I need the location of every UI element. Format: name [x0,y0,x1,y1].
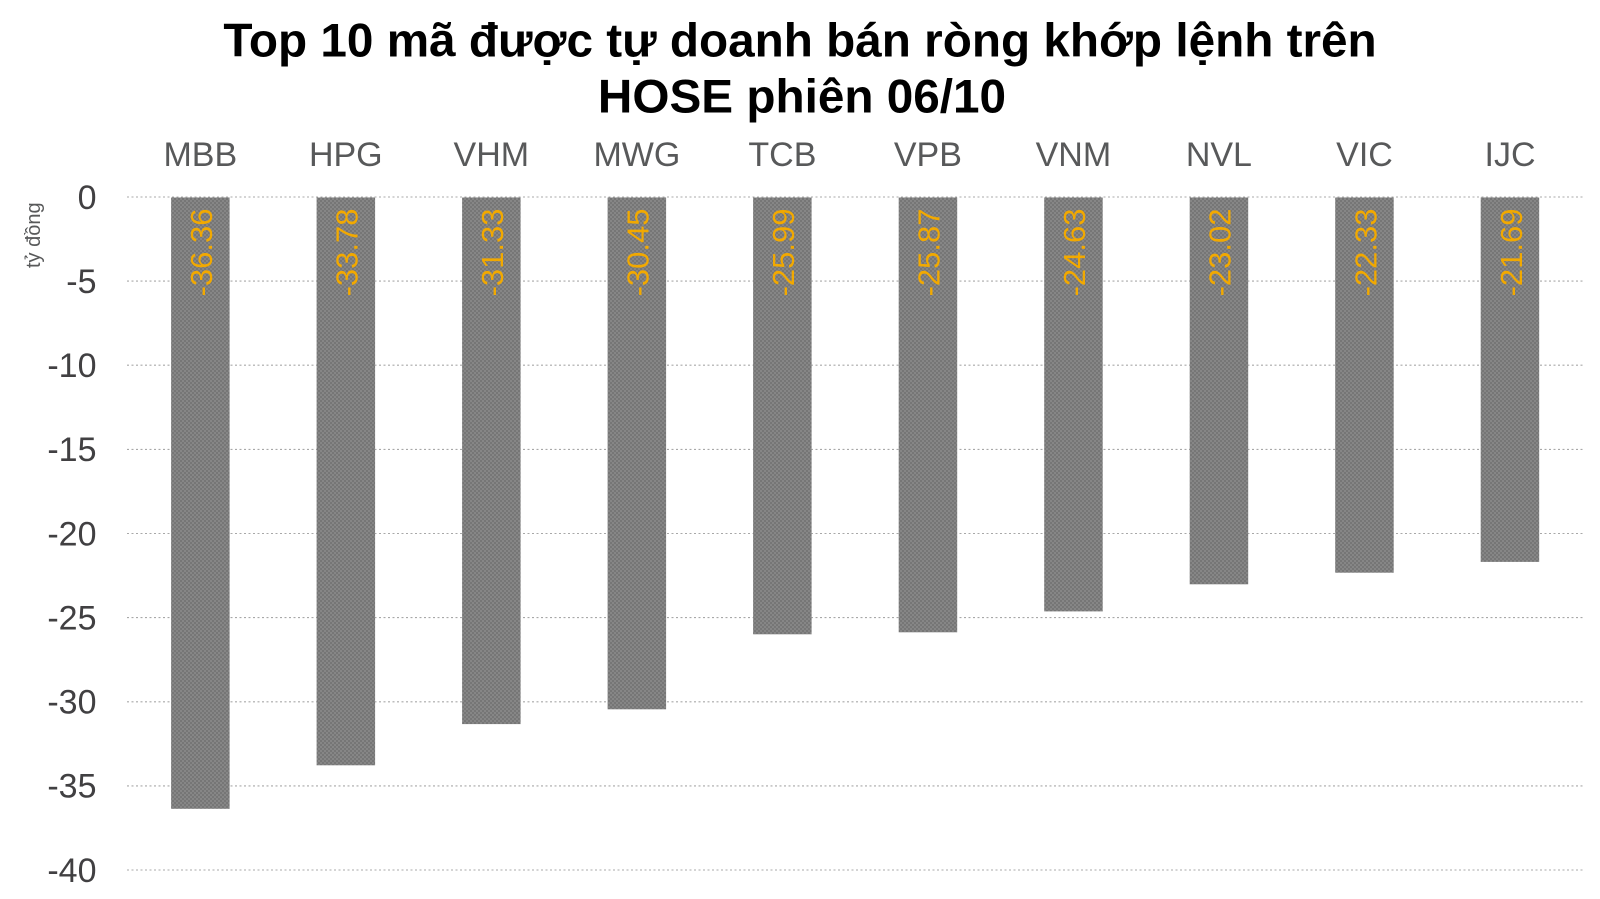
svg-text:IJC: IJC [1485,136,1536,174]
svg-text:VPB: VPB [894,136,962,174]
svg-text:NVL: NVL [1186,136,1252,174]
svg-text:-5: -5 [66,263,96,301]
svg-text:Top 10 mã được tự doanh bán rò: Top 10 mã được tự doanh bán ròng khớp lệ… [223,15,1376,68]
svg-text:-25: -25 [47,599,96,637]
svg-text:HOSE phiên 06/10: HOSE phiên 06/10 [598,70,1006,123]
svg-text:tỷ đồng: tỷ đồng [23,202,45,268]
svg-text:-36.36: -36.36 [184,208,219,296]
svg-text:-21.69: -21.69 [1494,209,1529,297]
svg-text:-35: -35 [47,768,96,806]
svg-text:VNM: VNM [1036,136,1112,174]
svg-text:HPG: HPG [309,136,383,174]
svg-text:-33.78: -33.78 [330,209,365,297]
svg-text:-25.99: -25.99 [766,209,801,297]
svg-text:VHM: VHM [454,136,530,174]
svg-text:-23.02: -23.02 [1203,209,1238,297]
svg-text:-30: -30 [47,684,96,722]
svg-text:MWG: MWG [593,136,680,174]
svg-text:MBB: MBB [163,136,237,174]
svg-text:-15: -15 [47,431,96,469]
svg-text:VIC: VIC [1336,136,1393,174]
svg-text:0: 0 [78,179,97,217]
svg-text:-31.33: -31.33 [475,209,510,297]
svg-text:-22.33: -22.33 [1348,209,1383,297]
svg-text:-24.63: -24.63 [1057,209,1092,297]
svg-text:-30.45: -30.45 [621,209,656,297]
svg-text:-20: -20 [47,515,96,553]
svg-text:-40: -40 [47,852,96,890]
svg-text:TCB: TCB [748,136,816,174]
svg-text:-10: -10 [47,347,96,385]
svg-text:-25.87: -25.87 [912,209,947,297]
